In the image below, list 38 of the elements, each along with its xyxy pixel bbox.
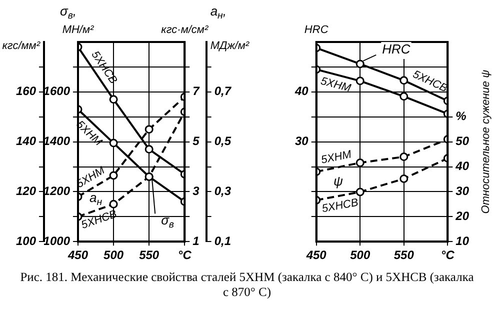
x-tick-label: °C: [178, 248, 192, 262]
text: МДж/м²: [210, 40, 250, 52]
y2-axis-title: Относительное сужение ψ: [480, 70, 492, 214]
y2-tick-label: 30: [456, 184, 470, 198]
y3-tick-label: 120: [16, 184, 36, 198]
y3-axis-title: кгс/мм²: [2, 40, 40, 52]
text: Рис. 181. Механические свойства сталей 5ХНМ (закалка с 840° С) и 5ХНСВ (закалка с 870° С): [19, 269, 475, 300]
text: 5ХНМ: [319, 75, 353, 95]
y2-tick-label: 40: [454, 159, 470, 174]
x-tick-label: 550: [394, 248, 414, 262]
text: 0,3: [214, 184, 232, 198]
y2-axis-title: кгс·м/см²: [161, 24, 208, 36]
y2-tick-label: 5: [192, 134, 200, 148]
y2-tick-label: 1: [192, 234, 200, 248]
y2-tick-label: 3: [192, 184, 200, 198]
y2-tick-label: 50: [456, 134, 470, 148]
text: 0,1: [214, 234, 232, 248]
x-tick-label: 500: [350, 248, 370, 262]
x-tick-label: 450: [305, 248, 327, 262]
y3-tick-label: 140: [16, 134, 36, 148]
text: 0,5: [214, 134, 232, 148]
y-axis-title: HRC: [304, 24, 328, 36]
y2-tick-label: 20: [454, 208, 470, 223]
text: 5ХНСВ: [320, 196, 360, 216]
y2-tick-label: 7: [192, 84, 201, 98]
x-tick-label: 450: [66, 248, 88, 262]
text: 0,7: [214, 84, 232, 98]
y2-tick-label: 10: [456, 234, 470, 248]
x-tick-label: 500: [104, 248, 124, 262]
annotation: ψ: [334, 173, 344, 188]
y3-tick-label: 100: [16, 234, 36, 248]
text: 5ХНМ: [320, 148, 354, 166]
y-axis-title: МН/м²: [62, 24, 94, 36]
y2-tick-label: %: [456, 109, 467, 124]
y3-tick-label: 160: [16, 84, 36, 98]
annotation: HRC: [382, 42, 411, 57]
x-tick-label: °C: [440, 248, 455, 262]
x-tick-label: 550: [139, 248, 160, 262]
